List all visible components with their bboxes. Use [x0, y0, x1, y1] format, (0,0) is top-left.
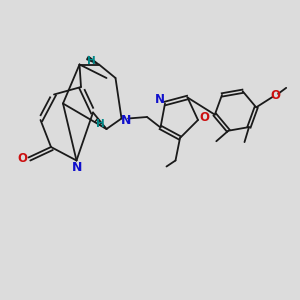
- Text: O: O: [199, 111, 209, 124]
- Polygon shape: [87, 56, 99, 64]
- Text: N: N: [121, 113, 131, 127]
- Text: N: N: [72, 160, 82, 174]
- Text: H: H: [87, 56, 96, 66]
- Text: H: H: [95, 118, 104, 129]
- Text: O: O: [17, 152, 28, 166]
- Text: N: N: [154, 93, 165, 106]
- Text: O: O: [271, 89, 281, 102]
